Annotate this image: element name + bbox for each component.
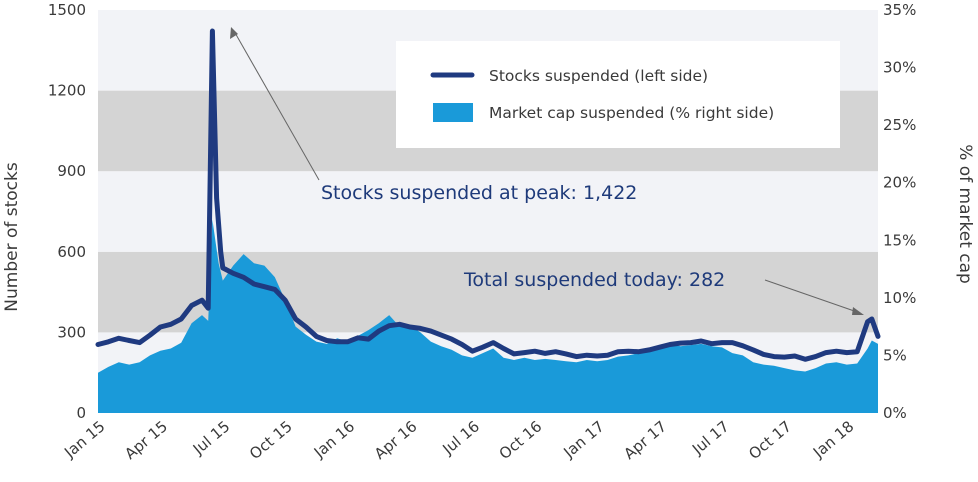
x-axis-ticks: Jan 15 Apr 15 Jul 15 Oct 15 Jan 16 Apr 16 Jul …	[60, 417, 857, 463]
legend: Stocks suspended (left side) Market cap …	[396, 41, 840, 148]
right-tick-label: 25%	[883, 116, 916, 134]
left-tick-label: 1500	[48, 1, 86, 19]
market-cap-area	[98, 219, 878, 413]
left-tick-label: 0	[76, 404, 86, 422]
peak-annotation: Stocks suspended at peak: 1,422	[321, 182, 637, 204]
right-tick-label: 15%	[883, 231, 916, 249]
left-axis-title: Number of stocks	[2, 162, 22, 312]
x-tick-label: Jul 17	[688, 417, 732, 458]
background-band	[98, 171, 878, 252]
x-tick-label: Jan 18	[809, 417, 857, 462]
peak-annotation-arrow	[233, 30, 320, 181]
legend-area-swatch	[433, 103, 473, 122]
market-cap-area-layer	[98, 219, 878, 413]
right-axis-title: % of market cap	[955, 144, 975, 284]
left-tick-label: 1200	[48, 82, 86, 100]
x-tick-label: Jan 15	[60, 417, 108, 462]
x-tick-label: Jan 17	[559, 417, 607, 462]
right-tick-label: 20%	[883, 174, 916, 192]
stocks-suspended-line	[95, 28, 881, 362]
left-tick-label: 600	[57, 243, 86, 261]
annotations: Stocks suspended at peak: 1,422 Total su…	[230, 27, 864, 315]
x-tick-label: Jul 16	[438, 417, 482, 458]
right-axis-ticks: 0% 5% 10% 15% 20% 25% 30% 35%	[883, 1, 916, 422]
x-tick-label: Oct 17	[745, 417, 795, 463]
today-arrowhead	[852, 307, 864, 315]
x-tick-label: Oct 15	[246, 417, 296, 463]
left-axis-ticks: 0 300 600 900 1200 1500	[48, 1, 86, 422]
left-tick-label: 300	[57, 323, 86, 341]
right-tick-label: 35%	[883, 1, 916, 19]
right-tick-label: 10%	[883, 289, 916, 307]
x-tick-label: Apr 15	[121, 417, 171, 463]
right-tick-label: 5%	[883, 346, 907, 364]
x-tick-label: Jan 16	[310, 417, 358, 462]
legend-line-label: Stocks suspended (left side)	[489, 67, 708, 85]
today-annotation: Total suspended today: 282	[463, 269, 725, 291]
left-tick-label: 900	[57, 162, 86, 180]
legend-area-label: Market cap suspended (% right side)	[489, 104, 774, 122]
x-tick-label: Apr 16	[371, 417, 421, 463]
x-tick-label: Jul 15	[189, 417, 233, 458]
peak-arrowhead	[230, 27, 238, 39]
x-tick-label: Apr 17	[620, 417, 670, 463]
legend-box	[396, 41, 840, 148]
stocks-line-layer	[95, 28, 881, 362]
today-annotation-arrow	[764, 279, 861, 314]
x-tick-label: Oct 16	[496, 417, 546, 463]
right-tick-label: 0%	[883, 404, 907, 422]
right-tick-label: 30%	[883, 59, 916, 77]
